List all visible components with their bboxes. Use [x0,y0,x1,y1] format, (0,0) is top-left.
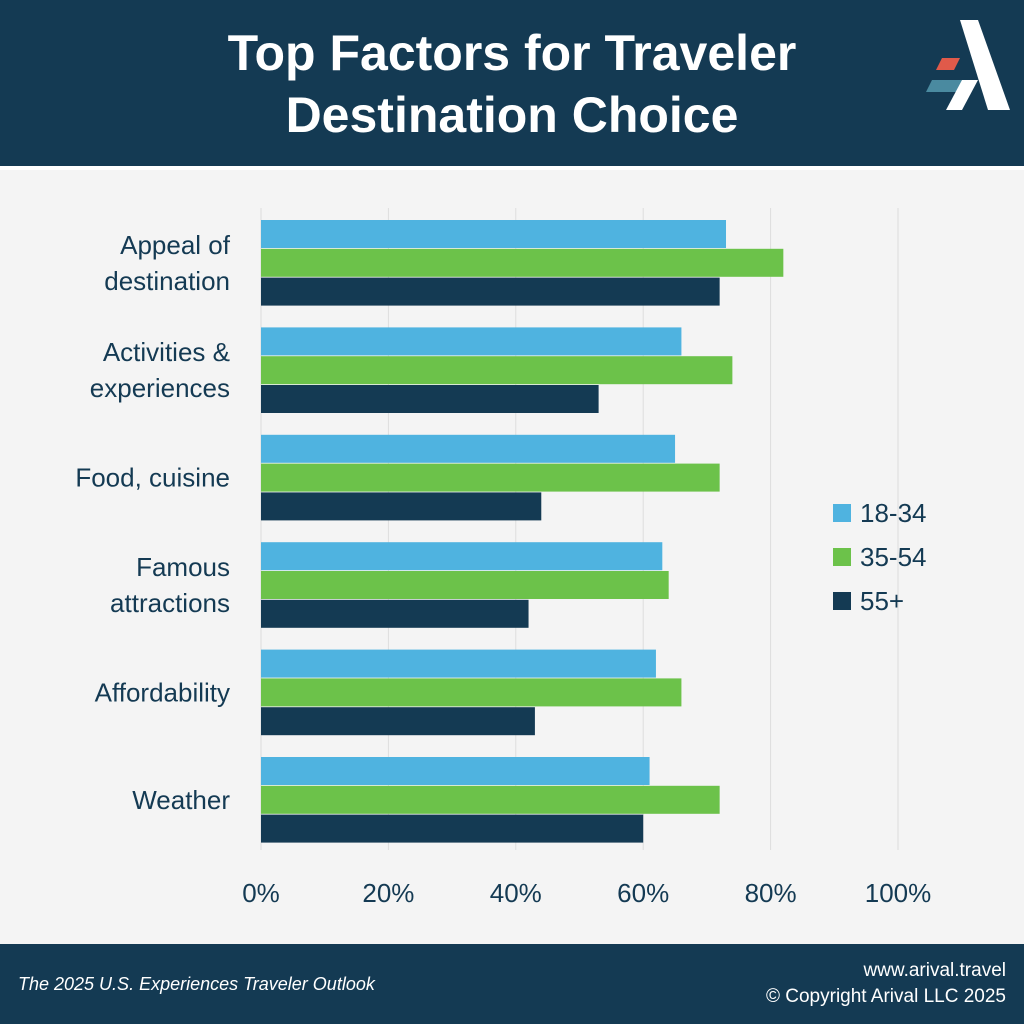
category-label-1-1: experiences [90,373,230,403]
category-label-0-0: Appeal of [120,230,231,260]
legend-swatch-2 [833,592,851,610]
footer-banner: The 2025 U.S. Experiences Traveler Outlo… [0,944,1024,1024]
bar-55+-3 [261,599,529,628]
bar-18-34-1 [261,327,682,356]
category-label-2-0: Food, cuisine [75,463,230,493]
bar-35-54-3 [261,571,669,599]
legend-swatch-0 [833,504,851,522]
bar-18-34-5 [261,757,650,785]
category-label-1-0: Activities & [103,337,230,367]
bar-chart: Appeal of destination Activities & experien… [75,208,932,908]
bar-55+-1 [261,385,599,413]
category-label-4-0: Affordability [95,677,230,707]
legend-label-0: 18-34 [860,498,927,528]
bar-35-54-4 [261,678,682,707]
x-tick-label-3: 60% [617,878,669,908]
title-line-2: Destination Choice [285,87,739,143]
x-tick-label-4: 80% [745,878,797,908]
bar-35-54-2 [261,463,720,492]
legend-swatch-1 [833,548,851,566]
legend-label-2: 55+ [860,586,904,616]
header-banner: Top Factors for Traveler Destination Cho… [0,0,1024,170]
bar-18-34-4 [261,649,656,678]
category-label-0-1: destination [104,266,230,296]
bar-35-54-5 [261,785,720,814]
category-label-5-0: Weather [132,785,230,815]
chart-title: Top Factors for Traveler Destination Cho… [120,22,904,146]
bar-55+-2 [261,492,542,521]
bar-55+-0 [261,277,720,306]
bar-35-54-0 [261,248,784,277]
bar-35-54-1 [261,356,733,385]
copyright-text: © Copyright Arival LLC 2025 [765,986,1006,1007]
chart-area: Appeal of destination Activities & experien… [0,170,1024,944]
legend-label-1: 35-54 [860,542,927,572]
website-link[interactable]: www.arival.travel [863,960,1006,981]
category-label-3-1: attractions [110,588,230,618]
x-tick-label-5: 100% [865,878,932,908]
bar-55+-4 [261,707,535,736]
x-tick-label-0: 0% [242,878,280,908]
x-tick-label-2: 40% [490,878,542,908]
bar-18-34-0 [261,220,727,248]
bar-18-34-3 [261,542,663,571]
arival-logo-icon [926,20,1010,110]
footer-credits: www.arival.travel © Copyright Arival LLC… [766,958,1006,1010]
source-note: The 2025 U.S. Experiences Traveler Outlo… [18,974,375,994]
x-tick-label-1: 20% [362,878,414,908]
category-label-3-0: Famous [136,552,230,582]
bar-55+-5 [261,814,644,843]
bar-18-34-2 [261,434,676,463]
title-line-1: Top Factors for Traveler [227,25,797,81]
